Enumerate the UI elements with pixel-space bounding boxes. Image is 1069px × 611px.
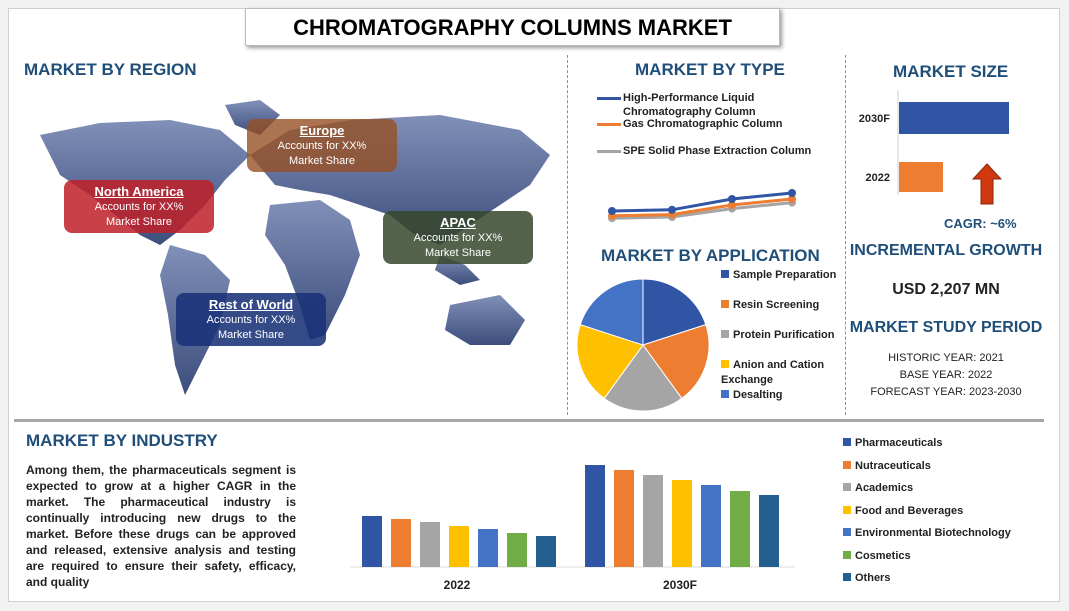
industry-bar	[420, 522, 440, 567]
legend-label: Others	[855, 572, 891, 584]
industry-description: Among them, the pharmaceuticals segment …	[26, 463, 296, 589]
legend-label: Environmental Biotechnology	[855, 527, 1011, 539]
legend-item: Pharmaceuticals	[843, 437, 942, 449]
legend-item: Others	[843, 572, 890, 584]
legend-item: Environmental Biotechnology	[843, 527, 1011, 539]
size-bar	[899, 102, 1009, 134]
industry-bar	[759, 495, 779, 567]
pie-slice	[579, 278, 644, 346]
pie-slice	[576, 323, 644, 400]
industry-bar	[449, 526, 469, 567]
market-size-chart: 2030F 2022	[859, 90, 1009, 195]
category-label: 2030F	[859, 113, 890, 125]
pie-slice	[603, 344, 683, 412]
line-series	[611, 197, 793, 218]
legend-item: Sample Preparation	[721, 268, 841, 283]
legend-label: Pharmaceuticals	[855, 437, 943, 449]
legend-label: Sample Preparation	[733, 269, 837, 281]
line-point	[728, 201, 736, 209]
industry-bar	[362, 516, 382, 567]
legend-item: Anion and Cation Exchange	[721, 358, 841, 388]
divider	[14, 419, 1044, 422]
region-apac: APAC Accounts for XX% Market Share	[383, 211, 533, 264]
legend-gas: Gas Chromatographic Column	[597, 118, 783, 130]
legend-item: Cosmetics	[843, 550, 911, 562]
industry-bar	[614, 470, 634, 567]
line-point	[728, 195, 736, 203]
pie-slice	[642, 278, 707, 346]
industry-bar-chart: 2022 2030F	[350, 465, 795, 592]
industry-bar	[585, 465, 605, 567]
legend-label: Cosmetics	[855, 549, 911, 562]
application-pie-chart	[576, 278, 710, 412]
legend-item: Protein Purification	[721, 328, 841, 343]
study-period: HISTORIC YEAR: 2021 BASE YEAR: 2022 FORECA…	[870, 352, 1022, 398]
arrow-up-icon	[972, 163, 1002, 205]
legend-item: Academics	[843, 482, 913, 494]
region-north-america: North America Accounts for XX% Market Shar…	[64, 180, 214, 233]
application-heading: MARKET BY APPLICATION	[601, 246, 820, 265]
legend-label: Protein Purification	[733, 329, 835, 341]
page-title: CHROMATOGRAPHY COLUMNS MARKET	[245, 8, 780, 46]
size-heading: MARKET SIZE	[893, 62, 1009, 81]
legend-label: Nutraceuticals	[855, 459, 931, 472]
industry-heading: MARKET BY INDUSTRY	[26, 431, 218, 450]
category-label: 2022	[444, 578, 471, 592]
line-point	[788, 195, 796, 203]
industry-bar	[536, 536, 556, 567]
industry-bar	[391, 519, 411, 567]
growth-value: USD 2,207 MN	[892, 281, 1000, 298]
cagr-label: CAGR: ~6%	[944, 216, 1017, 231]
line-series	[611, 201, 793, 220]
legend-label: Academics	[855, 482, 914, 494]
divider	[567, 55, 568, 415]
line-point	[668, 205, 676, 214]
industry-bar	[701, 485, 721, 567]
legend-label: Food and Beverages	[855, 504, 964, 517]
period-heading: MARKET STUDY PERIOD	[849, 319, 1043, 336]
legend-hplc: High-Performance Liquid Chromatography C…	[597, 91, 788, 119]
pie-slice	[642, 323, 710, 400]
legend-item: Nutraceuticals	[843, 460, 931, 472]
region-heading: MARKET BY REGION	[24, 60, 197, 79]
region-rest-of-world: Rest of World Accounts for XX% Market Shar…	[176, 293, 326, 346]
type-heading: MARKET BY TYPE	[635, 60, 785, 79]
industry-bar	[730, 491, 750, 567]
legend-label: Desalting	[733, 389, 783, 401]
category-label: 2030F	[663, 578, 697, 592]
size-bar	[899, 162, 943, 192]
divider	[845, 55, 846, 415]
legend-item: Food and Beverages	[843, 505, 963, 517]
legend-label: Anion and Cation Exchange	[721, 359, 825, 386]
industry-bar	[672, 480, 692, 567]
line-point	[788, 189, 796, 197]
legend-item: Desalting	[721, 388, 841, 403]
legend-label: Resin Screening	[733, 299, 820, 311]
line-point	[608, 207, 616, 215]
growth-heading: INCREMENTAL GROWTH	[849, 242, 1043, 259]
type-line-chart	[608, 189, 796, 223]
industry-bar	[478, 529, 498, 567]
industry-bar	[643, 475, 663, 567]
region-europe: Europe Accounts for XX% Market Share	[247, 119, 397, 172]
line-series	[611, 191, 793, 213]
category-label: 2022	[866, 172, 890, 184]
legend-spe: SPE Solid Phase Extraction Column	[597, 145, 811, 157]
industry-bar	[507, 533, 527, 567]
legend-item: Resin Screening	[721, 298, 841, 313]
